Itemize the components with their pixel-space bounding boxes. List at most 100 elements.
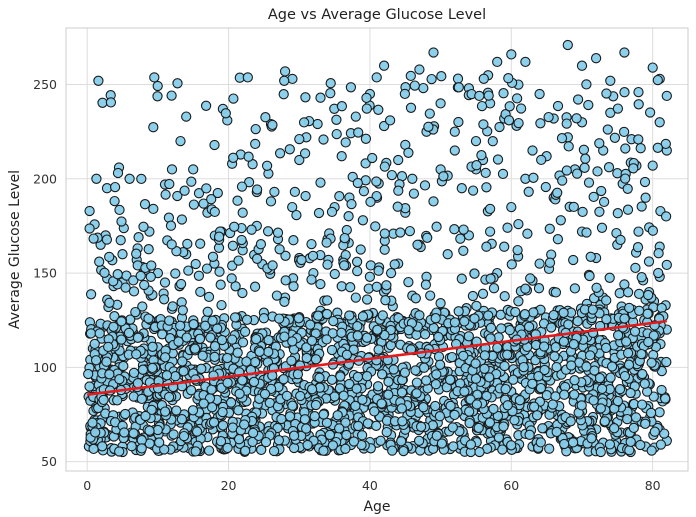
- data-point: [352, 177, 363, 189]
- data-point: [284, 144, 295, 155]
- data-point: [527, 145, 538, 156]
- data-point: [193, 188, 205, 199]
- data-point: [143, 244, 154, 255]
- data-point: [278, 374, 289, 385]
- data-point: [305, 319, 316, 330]
- data-point: [128, 286, 140, 297]
- data-point: [215, 279, 226, 290]
- data-point: [128, 428, 139, 439]
- data-point: [547, 399, 558, 410]
- data-point: [274, 313, 285, 324]
- data-point: [279, 75, 290, 86]
- data-point: [633, 99, 644, 110]
- data-point: [656, 384, 667, 396]
- data-point: [464, 417, 475, 429]
- data-point: [449, 317, 461, 328]
- data-point: [258, 313, 270, 324]
- data-point: [158, 294, 170, 305]
- data-point: [586, 433, 597, 444]
- data-point: [300, 190, 311, 202]
- data-point: [581, 79, 592, 90]
- data-point: [470, 135, 482, 147]
- data-point: [291, 209, 302, 221]
- data-point: [236, 234, 247, 246]
- data-point: [340, 417, 351, 428]
- data-point: [310, 399, 322, 411]
- data-point: [217, 420, 229, 431]
- data-point: [639, 378, 650, 389]
- data-point: [396, 387, 408, 398]
- data-point: [476, 150, 487, 161]
- data-point: [407, 173, 418, 184]
- data-point: [376, 369, 388, 380]
- data-point: [513, 117, 524, 129]
- data-point: [358, 186, 370, 197]
- data-point: [103, 341, 114, 353]
- data-point: [584, 270, 595, 282]
- data-point: [464, 406, 475, 417]
- data-point: [185, 385, 197, 396]
- data-point: [181, 332, 192, 343]
- data-point: [523, 186, 534, 197]
- data-point: [372, 324, 383, 335]
- data-point: [632, 242, 644, 253]
- data-point: [225, 397, 237, 408]
- data-point: [309, 411, 320, 422]
- data-point: [551, 361, 562, 373]
- data-point: [292, 369, 304, 380]
- data-point: [327, 440, 339, 451]
- data-point: [518, 361, 529, 373]
- data-point: [213, 231, 225, 242]
- data-point: [272, 227, 284, 238]
- data-point: [237, 375, 248, 386]
- data-point: [637, 368, 648, 380]
- data-point: [250, 333, 262, 345]
- data-point: [488, 283, 500, 294]
- data-point: [379, 161, 390, 172]
- data-point: [458, 224, 469, 235]
- data-point: [353, 127, 364, 138]
- data-point: [469, 268, 480, 279]
- data-point: [159, 444, 170, 455]
- data-point: [605, 372, 616, 383]
- data-point: [552, 187, 563, 198]
- data-point: [87, 417, 98, 428]
- data-point: [625, 436, 636, 448]
- data-point: [341, 429, 352, 441]
- data-point: [243, 151, 254, 162]
- data-point: [544, 257, 556, 268]
- data-point: [288, 235, 299, 246]
- data-point: [159, 406, 171, 417]
- data-point: [633, 86, 644, 98]
- data-point: [403, 276, 414, 288]
- data-point: [109, 181, 121, 193]
- data-point: [137, 364, 149, 375]
- data-point: [239, 419, 250, 430]
- data-point: [481, 241, 492, 252]
- data-point: [128, 367, 140, 379]
- data-point: [503, 73, 514, 84]
- data-point: [166, 164, 178, 175]
- data-point: [261, 160, 273, 171]
- data-point: [143, 313, 154, 324]
- data-point: [419, 180, 431, 191]
- data-point: [411, 388, 422, 399]
- data-point: [520, 283, 531, 294]
- data-point: [84, 381, 95, 392]
- data-point: [94, 256, 105, 267]
- data-point: [653, 248, 664, 259]
- data-point: [424, 108, 435, 119]
- data-point: [484, 372, 495, 383]
- data-point: [306, 274, 317, 285]
- data-point: [410, 293, 421, 304]
- data-point: [166, 90, 177, 101]
- data-point: [124, 173, 135, 184]
- data-point: [242, 72, 253, 83]
- data-point: [485, 273, 496, 284]
- data-point: [222, 352, 233, 364]
- data-point: [619, 47, 630, 58]
- data-point: [279, 331, 290, 342]
- data-point: [625, 387, 636, 399]
- data-point: [418, 82, 429, 94]
- data-point: [314, 372, 325, 383]
